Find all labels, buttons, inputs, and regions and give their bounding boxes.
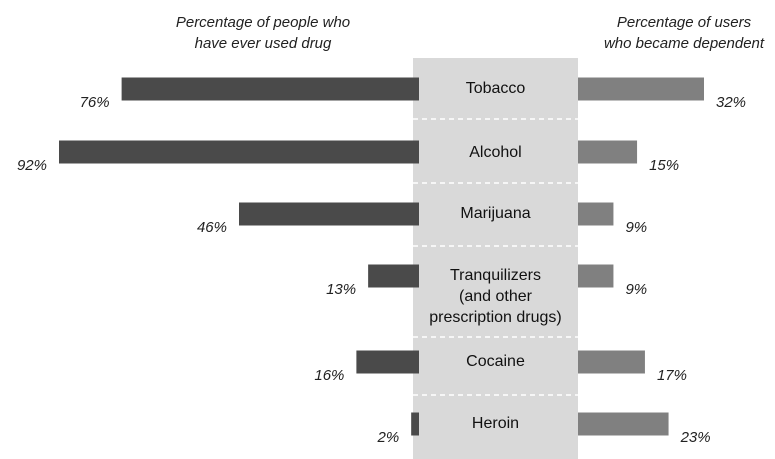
category-row-heroin: 2% 23% Heroin: [376, 412, 711, 446]
ever-used-value-label-cocaine: 16%: [314, 367, 344, 384]
dependent-value-label-tranquilizers: 9%: [625, 281, 647, 298]
category-label-line: Cocaine: [466, 353, 525, 370]
dependent-bar-tobacco: [578, 77, 704, 101]
ever-used-bar-alcohol: [59, 140, 419, 164]
category-label-line: Tranquilizers: [450, 267, 541, 284]
category-label-line: Alcohol: [469, 144, 521, 161]
dependent-value-label-marijuana: 9%: [625, 219, 647, 236]
category-row-tranquilizers: 13% 9% Tranquilizers (and other prescription…: [326, 264, 647, 326]
dependent-value-label-cocaine: 17%: [657, 367, 687, 384]
ever-used-value-label-heroin: 2%: [376, 429, 399, 446]
category-row-cocaine: 16% 17% Cocaine: [314, 350, 687, 384]
dependent-value-label-tobacco: 32%: [716, 94, 746, 111]
category-label-cocaine: Cocaine: [466, 353, 525, 370]
left-heading-line-1: Percentage of people who: [176, 14, 350, 31]
dependent-bar-tranquilizers: [578, 264, 614, 288]
left-heading-line-2: have ever used drug: [195, 35, 332, 52]
category-dividers: [413, 118, 578, 396]
category-row-marijuana: 46% 9% Marijuana: [197, 202, 647, 236]
category-row-alcohol: 92% 15% Alcohol: [17, 140, 679, 174]
ever-used-bar-tobacco: [121, 77, 419, 101]
bar-groups: 76% 32% Tobacco 92% 15% Alcohol 46% 9% Marijuana…: [17, 77, 746, 446]
ever-used-value-label-tobacco: 76%: [80, 94, 110, 111]
category-label-line: (and other: [459, 288, 533, 305]
dependent-bar-cocaine: [578, 350, 645, 374]
category-label-tranquilizers: Tranquilizers (and other prescription drug…: [429, 267, 562, 326]
category-label-tobacco: Tobacco: [466, 80, 526, 97]
dependent-value-label-alcohol: 15%: [649, 157, 679, 174]
ever-used-bar-cocaine: [356, 350, 419, 374]
category-label-line: Marijuana: [460, 205, 530, 222]
ever-used-value-label-tranquilizers: 13%: [326, 281, 356, 298]
category-label-heroin: Heroin: [472, 415, 519, 432]
category-label-line: Heroin: [472, 415, 519, 432]
ever-used-bar-heroin: [411, 412, 419, 436]
ever-used-value-label-alcohol: 92%: [17, 157, 47, 174]
dependent-bar-alcohol: [578, 140, 638, 164]
ever-used-bar-marijuana: [239, 202, 419, 226]
ever-used-bar-tranquilizers: [368, 264, 419, 288]
ever-used-value-label-marijuana: 46%: [197, 219, 227, 236]
category-label-line: prescription drugs): [429, 309, 562, 326]
dependent-bar-marijuana: [578, 202, 614, 226]
category-label-line: Tobacco: [466, 80, 526, 97]
category-label-marijuana: Marijuana: [460, 205, 530, 222]
category-label-alcohol: Alcohol: [469, 144, 521, 161]
right-heading-line-1: Percentage of users: [617, 14, 752, 31]
dependent-bar-heroin: [578, 412, 669, 436]
right-heading-line-2: who became dependent: [604, 35, 765, 52]
category-row-tobacco: 76% 32% Tobacco: [80, 77, 746, 111]
dependent-value-label-heroin: 23%: [680, 429, 711, 446]
center-category-panel: [413, 58, 578, 459]
